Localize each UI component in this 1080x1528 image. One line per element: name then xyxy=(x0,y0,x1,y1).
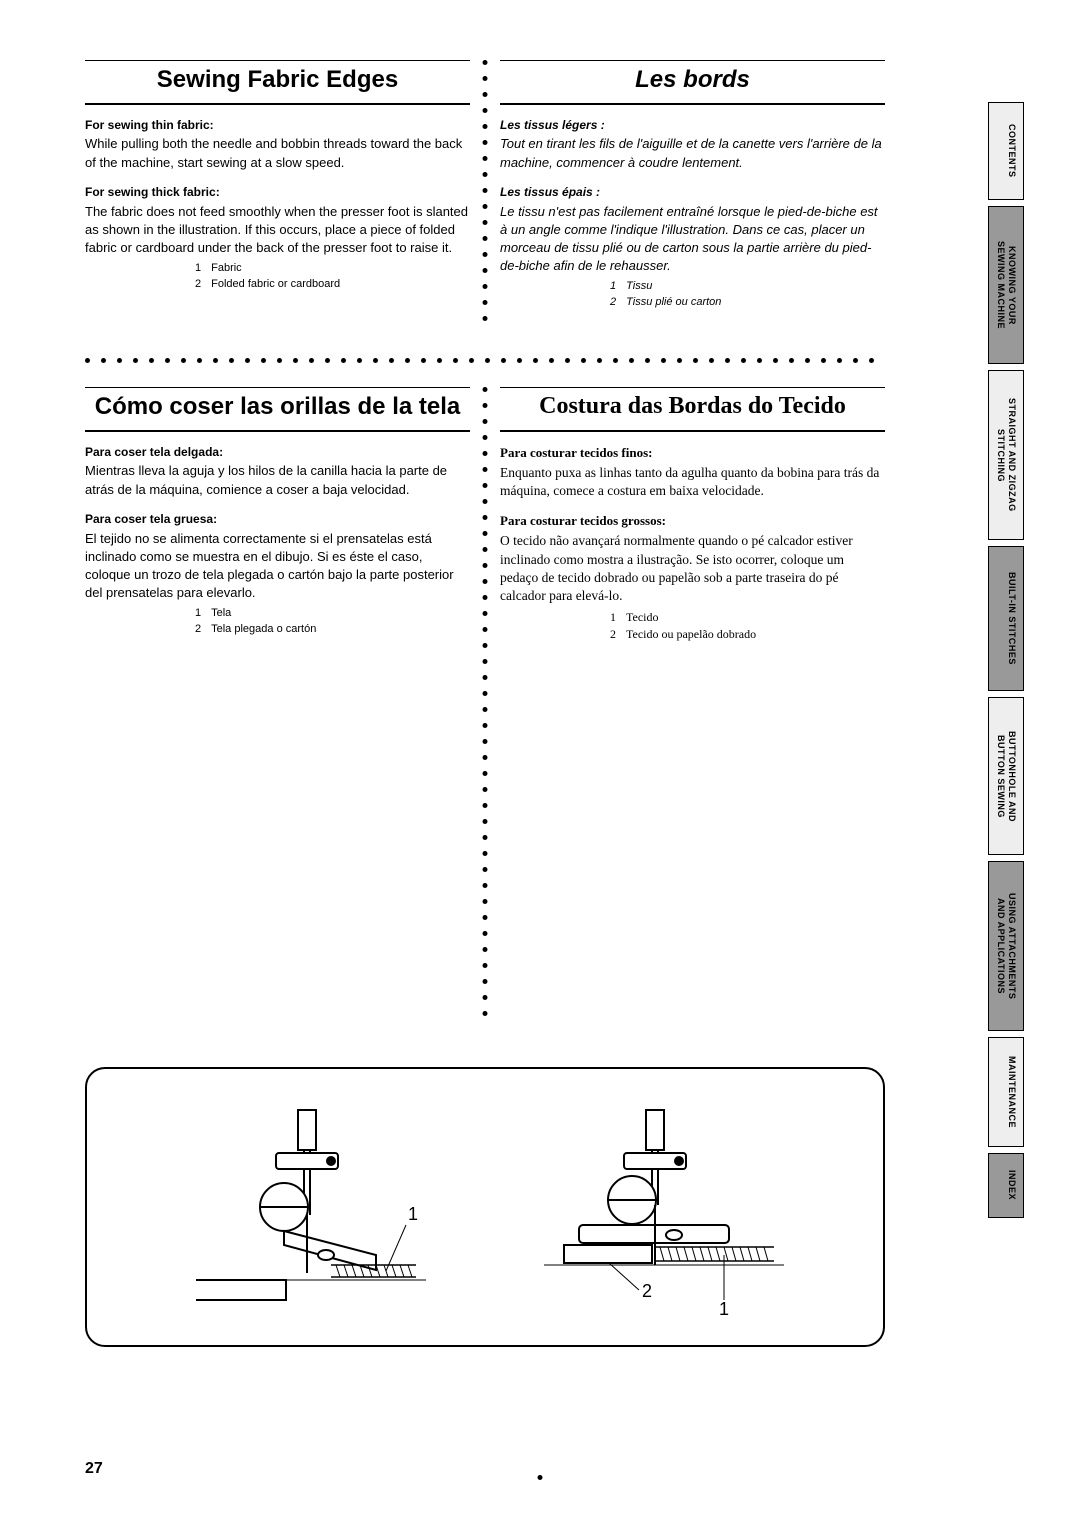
list-fr: 1Tissu 2Tissu plié ou carton xyxy=(610,279,885,310)
text-es-thin: Mientras lleva la aguja y los hilos de l… xyxy=(85,462,470,498)
list-en: 1Fabric 2Folded fabric or cardboard xyxy=(195,261,470,292)
diagram-left: 1 xyxy=(127,1105,485,1315)
horizontal-dots xyxy=(85,358,885,363)
diagram2-label-1: 1 xyxy=(719,1299,729,1315)
text-es-thick: El tejido no se alimenta correctamente s… xyxy=(85,530,470,603)
side-tabs: CONTENTS KNOWING YOURSEWING MACHINE STRAIG… xyxy=(988,102,1024,1218)
bottom-dot xyxy=(538,1475,543,1480)
text-en-thick: The fabric does not feed smoothly when t… xyxy=(85,203,470,258)
side-tab[interactable]: CONTENTS xyxy=(988,102,1024,200)
text-pt-thick: O tecido não avançará normalmente quando… xyxy=(500,532,885,605)
text-fr-thin: Tout en tirant les fils de l'aiguille et… xyxy=(500,135,885,171)
section-french: Les bords Les tissus légers : Tout en ti… xyxy=(500,60,885,340)
side-tab[interactable]: STRAIGHT AND ZIGZAGSTITCHING xyxy=(988,370,1024,540)
vertical-dots-bottom xyxy=(483,387,488,1027)
diagram1-label-1: 1 xyxy=(408,1204,418,1224)
section-portuguese: Costura das Bordas do Tecido Para costur… xyxy=(500,387,885,1027)
side-tab[interactable]: KNOWING YOURSEWING MACHINE xyxy=(988,206,1024,364)
diagram-container: 1 xyxy=(85,1067,885,1347)
title-en: Sewing Fabric Edges xyxy=(85,63,470,105)
list-es: 1Tela 2Tela plegada o cartón xyxy=(195,606,470,637)
sub-en-thin: For sewing thin fabric: xyxy=(85,117,470,134)
title-es: Cómo coser las orillas de la tela xyxy=(85,390,470,432)
text-en-thin: While pulling both the needle and bobbin… xyxy=(85,135,470,171)
diagram2-label-2: 2 xyxy=(642,1281,652,1301)
section-english: Sewing Fabric Edges For sewing thin fabr… xyxy=(85,60,470,340)
title-pt: Costura das Bordas do Tecido xyxy=(500,390,885,432)
sub-pt-thick: Para costurar tecidos grossos: xyxy=(500,512,885,530)
text-pt-thin: Enquanto puxa as linhas tanto da agulha … xyxy=(500,464,885,500)
side-tab[interactable]: MAINTENANCE xyxy=(988,1037,1024,1147)
side-tab[interactable]: USING ATTACHMENTSAND APPLICATIONS xyxy=(988,861,1024,1031)
diagram-right: 2 1 xyxy=(485,1105,843,1315)
sub-es-thick: Para coser tela gruesa: xyxy=(85,511,470,528)
sub-en-thick: For sewing thick fabric: xyxy=(85,184,470,201)
section-spanish: Cómo coser las orillas de la tela Para c… xyxy=(85,387,470,1027)
sub-es-thin: Para coser tela delgada: xyxy=(85,444,470,461)
side-tab[interactable]: INDEX xyxy=(988,1153,1024,1218)
side-tab[interactable]: BUILT-IN STITCHES xyxy=(988,546,1024,691)
side-tab[interactable]: BUTTONHOLE ANDBUTTON SEWING xyxy=(988,697,1024,855)
list-pt: 1Tecido 2Tecido ou papelão dobrado xyxy=(610,609,885,643)
sub-fr-thick: Les tissus épais : xyxy=(500,184,885,201)
sub-pt-thin: Para costurar tecidos finos: xyxy=(500,444,885,462)
page-number: 27 xyxy=(85,1460,103,1478)
title-fr: Les bords xyxy=(500,63,885,105)
sub-fr-thin: Les tissus légers : xyxy=(500,117,885,134)
vertical-dots-top xyxy=(483,60,488,340)
text-fr-thick: Le tissu n'est pas facilement entraîné l… xyxy=(500,203,885,276)
